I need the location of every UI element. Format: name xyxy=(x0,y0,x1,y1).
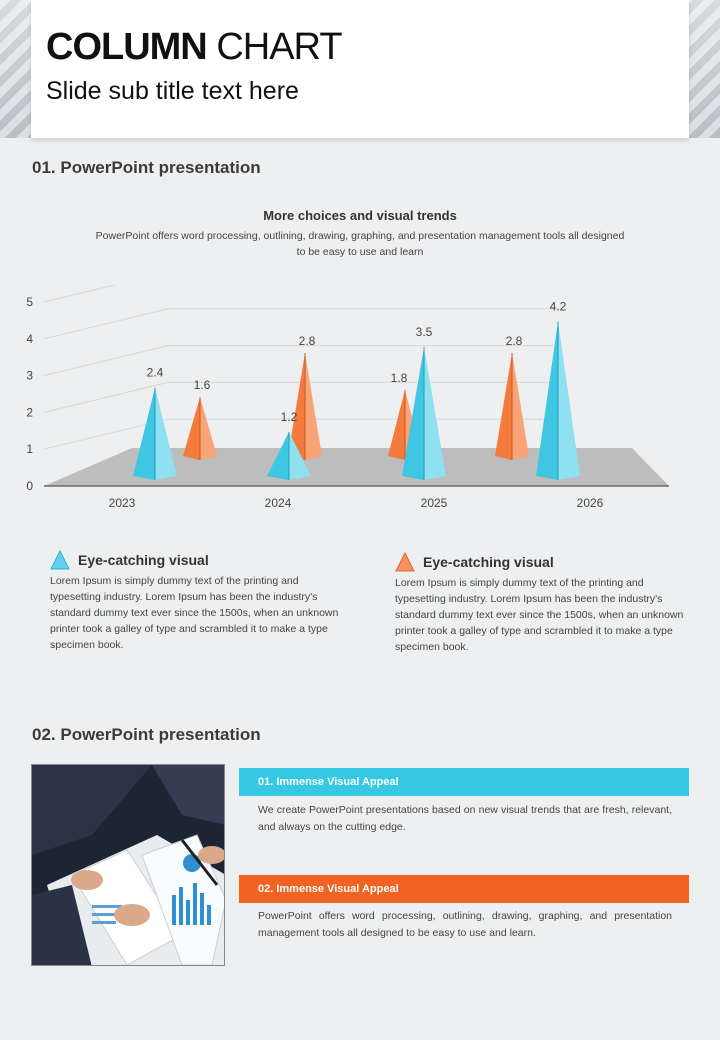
data-label: 2.8 xyxy=(299,334,316,348)
gridline xyxy=(43,308,560,340)
y-tick-label: 5 xyxy=(26,295,33,309)
business-meeting-photo xyxy=(31,764,225,966)
y-tick-label: 0 xyxy=(26,479,33,493)
blue-pyramid-side xyxy=(289,431,311,480)
legend-text: Lorem Ipsum is simply dummy text of the … xyxy=(50,575,339,651)
blue-pyramid xyxy=(402,347,424,480)
x-tick-label: 2024 xyxy=(265,496,292,510)
section2-heading: 02. PowerPoint presentation xyxy=(32,725,261,744)
chart-title: More choices and visual trends xyxy=(263,208,457,223)
title-bold: COLUMN xyxy=(46,26,208,68)
data-label: 1.8 xyxy=(391,371,408,385)
x-tick-label: 2026 xyxy=(577,496,604,510)
blue-pyramid xyxy=(536,321,558,480)
gridline xyxy=(43,345,560,377)
feature-text-1: We create PowerPoint presentations based… xyxy=(258,804,672,833)
blue-pyramid-side xyxy=(155,387,177,480)
column-chart: 0 1 2 3 4 5 2023 2024 2025 2026 1.6 2.8 1.8 2.8 2.4 1.2… xyxy=(26,285,669,510)
y-tick-label: 2 xyxy=(26,405,33,419)
feature-bar-1: 01. Immense Visual Appeal xyxy=(239,768,689,796)
header-card xyxy=(31,0,689,138)
feature-bar-2: 02. Immense Visual Appeal xyxy=(239,875,689,903)
data-label: 2.4 xyxy=(147,366,164,380)
legend-text: Lorem Ipsum is simply dummy text of the … xyxy=(395,577,684,653)
feature-text-2: PowerPoint offers word processing, outli… xyxy=(258,910,672,939)
data-label: 2.8 xyxy=(506,334,523,348)
page-subtitle: Slide sub title text here xyxy=(46,77,299,105)
blue-pyramid-side xyxy=(424,347,446,480)
legend-heading: Eye-catching visual xyxy=(78,552,209,568)
legend-item-blue: Eye-catching visual Lorem Ipsum is simpl… xyxy=(50,550,340,653)
orange-pyramid-side xyxy=(305,352,322,460)
orange-pyramid xyxy=(288,352,305,460)
y-tick-label: 1 xyxy=(26,442,33,456)
title-light: CHART xyxy=(216,26,342,68)
chart-description: PowerPoint offers word processing, outli… xyxy=(95,230,625,258)
blue-triangle-icon xyxy=(50,550,70,570)
orange-pyramid xyxy=(183,397,200,460)
page-title: COLUMN CHART xyxy=(46,26,343,69)
legend-heading: Eye-catching visual xyxy=(423,554,554,570)
blue-pyramid xyxy=(267,431,289,480)
gridline xyxy=(43,285,117,303)
orange-pyramid-side xyxy=(200,397,217,460)
orange-pyramid-side xyxy=(512,352,529,460)
x-tick-label: 2025 xyxy=(421,496,448,510)
orange-pyramid xyxy=(388,389,405,460)
section1-heading: 01. PowerPoint presentation xyxy=(32,158,261,177)
x-tick-label: 2023 xyxy=(109,496,136,510)
orange-pyramid xyxy=(495,352,512,460)
y-tick-label: 4 xyxy=(26,332,33,346)
blue-pyramid-side xyxy=(558,321,580,480)
orange-triangle-icon xyxy=(395,552,415,572)
data-label: 1.6 xyxy=(194,378,211,392)
blue-pyramid xyxy=(133,387,155,480)
legend-item-orange: Eye-catching visual Lorem Ipsum is simpl… xyxy=(395,552,685,655)
data-label: 1.2 xyxy=(281,410,298,424)
data-label: 4.2 xyxy=(550,299,567,313)
y-tick-label: 3 xyxy=(26,369,33,383)
data-label: 3.5 xyxy=(416,325,433,339)
